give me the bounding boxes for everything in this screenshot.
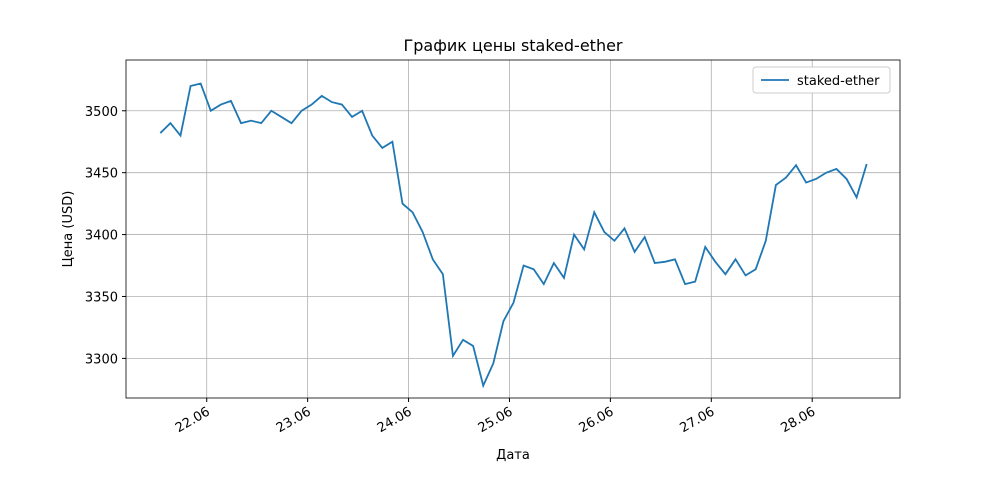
- y-axis-label: Цена (USD): [61, 191, 76, 268]
- plot-frame: [125, 59, 901, 399]
- x-axis-label: Дата: [496, 448, 530, 463]
- y-tick-label: 3300: [85, 352, 118, 367]
- y-tick-label: 3400: [85, 229, 118, 244]
- y-tick-label: 3350: [85, 290, 118, 305]
- legend-box: [752, 66, 891, 94]
- chart-title: График цены staked-ether: [403, 36, 622, 55]
- line: [159, 82, 868, 389]
- legend-label: staked-ether: [797, 74, 880, 89]
- y-tick-label: 3450: [85, 167, 118, 182]
- y-tick-label: 3500: [85, 105, 118, 120]
